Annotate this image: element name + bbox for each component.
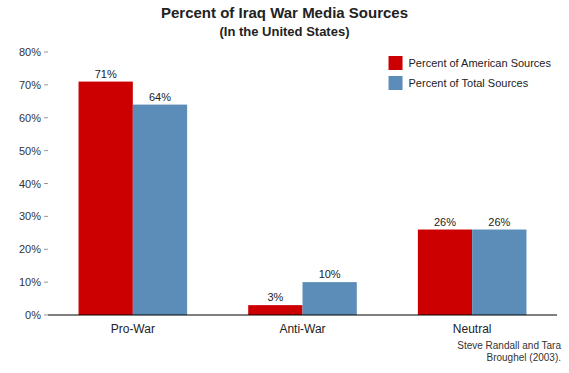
y-axis: 0% 10% 20% 30% 40% 50% 60% 70% 80% [19, 46, 48, 321]
y-tick-label: 30% [19, 210, 41, 222]
y-tick [44, 150, 48, 151]
legend-label: Percent of Total Sources [409, 77, 529, 89]
x-axis-line [48, 315, 557, 316]
bar [472, 230, 526, 315]
data-label: 71% [95, 68, 117, 80]
data-label: 10% [319, 268, 341, 280]
y-tick-label: 40% [19, 178, 41, 190]
legend-swatch [389, 76, 403, 90]
annotation-line: Steve Randall and Tara [457, 340, 561, 351]
annotation-line: Broughel (2003). [487, 352, 562, 363]
y-tick [44, 84, 48, 85]
legend: Percent of American Sources Percent of To… [389, 56, 552, 90]
bar [133, 105, 187, 315]
data-label: 3% [267, 291, 283, 303]
annotation: Steve Randall and TaraBroughel (2003). [457, 340, 561, 363]
chart: Percent of Iraq War Media Sources (In the… [0, 0, 569, 373]
y-tick [44, 249, 48, 250]
y-tick-label: 60% [19, 112, 41, 124]
y-tick [44, 117, 48, 118]
legend-swatch [389, 56, 403, 70]
x-tick-label: Neutral [453, 322, 492, 336]
y-tick [44, 315, 48, 316]
data-label: 26% [434, 216, 456, 228]
x-tick-label: Pro-War [111, 322, 155, 336]
bar [79, 82, 133, 315]
data-label: 26% [488, 216, 510, 228]
x-tick-label: Anti-War [279, 322, 325, 336]
bar [418, 230, 472, 315]
y-tick-label: 0% [25, 309, 41, 321]
y-tick [44, 52, 48, 53]
legend-label: Percent of American Sources [409, 57, 552, 69]
y-tick-label: 80% [19, 46, 41, 58]
title: Percent of Iraq War Media Sources [161, 4, 408, 21]
bar [248, 305, 302, 315]
y-tick [44, 216, 48, 217]
y-tick [44, 282, 48, 283]
y-tick-label: 10% [19, 276, 41, 288]
subtitle: (In the United States) [219, 24, 349, 39]
y-tick-label: 20% [19, 243, 41, 255]
y-tick-label: 50% [19, 145, 41, 157]
data-labels: 71% 3% 26% 64% 10% 26% [95, 68, 511, 304]
bar [303, 282, 357, 315]
bars [79, 82, 527, 315]
y-tick [44, 183, 48, 184]
data-label: 64% [149, 91, 171, 103]
y-tick-label: 70% [19, 79, 41, 91]
